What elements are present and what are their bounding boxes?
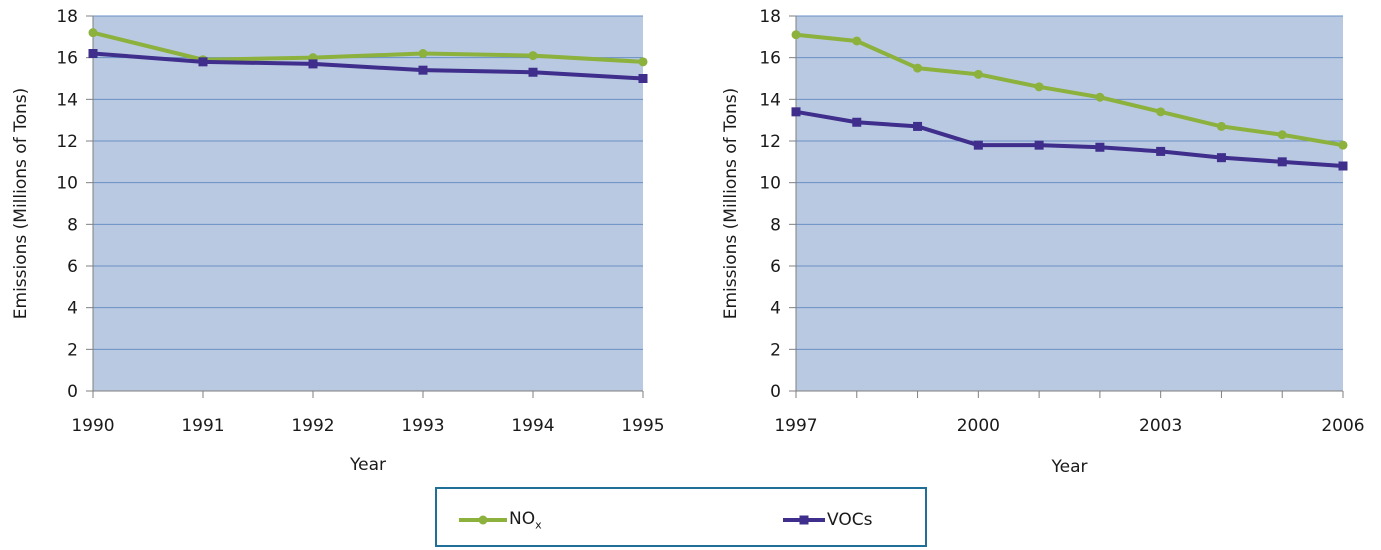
y-tick-label: 6 (770, 257, 781, 277)
data-point-nox (1095, 92, 1105, 102)
data-point-vocs (418, 65, 428, 75)
data-point-nox (1156, 107, 1166, 117)
data-point-vocs (1277, 157, 1287, 167)
x-tick-label: 1995 (621, 416, 664, 436)
series-line-vocs (795, 109, 1344, 168)
y-tick-label: 16 (759, 49, 781, 69)
data-point-vocs (1338, 161, 1348, 171)
legend-item-nox: NOx (459, 508, 542, 532)
x-tick-label: 1994 (511, 416, 554, 436)
data-point-vocs (1095, 142, 1105, 152)
x-tick-label: 2000 (957, 416, 1000, 436)
data-point-vocs (791, 107, 801, 117)
data-point-nox (638, 57, 648, 67)
data-point-nox (528, 51, 538, 61)
y-tick-label: 0 (770, 382, 781, 402)
data-point-nox (88, 28, 98, 38)
data-point-vocs (88, 49, 98, 58)
series-line-nox (92, 30, 644, 64)
legend: NOx VOCs (435, 487, 927, 547)
data-point-vocs (852, 117, 862, 127)
data-point-nox (791, 30, 801, 40)
y-tick-label: 8 (770, 215, 781, 235)
y-tick-label: 10 (759, 174, 781, 194)
data-point-nox (1277, 130, 1287, 140)
legend-nox-marker (478, 515, 488, 525)
legend-vocs-swatch (783, 515, 825, 525)
y-tick-label: 16 (56, 49, 78, 69)
data-point-vocs (528, 67, 538, 77)
y-tick-label: 12 (56, 132, 78, 152)
chart-1997-2006: 0 2 4 6 8 10 12 14 16 18 1997 2000 2003 2006 Year Emiss… (721, 7, 1365, 477)
data-point-vocs (1034, 140, 1044, 150)
plot-area (796, 16, 1343, 391)
x-axis-title: Year (349, 455, 386, 475)
x-tick-label: 2003 (1139, 416, 1182, 436)
x-tick-label: 1993 (401, 416, 444, 436)
y-tick-label: 6 (67, 257, 78, 277)
legend-nox-swatch (459, 515, 507, 525)
y-tick-label: 2 (67, 340, 78, 360)
series-line-vocs (92, 51, 644, 81)
y-tick-label: 2 (770, 340, 781, 360)
data-point-vocs (1216, 153, 1226, 163)
data-point-nox (1216, 121, 1226, 131)
y-tick-label: 18 (759, 7, 781, 27)
y-tick-label: 4 (67, 299, 78, 319)
data-point-vocs (913, 121, 923, 131)
y-tick-label: 8 (67, 215, 78, 235)
data-point-nox (418, 49, 428, 58)
legend-item-vocs: VOCs (783, 508, 872, 532)
data-point-vocs (973, 140, 983, 150)
x-tick-label: 1992 (291, 416, 334, 436)
x-tick-label: 1990 (71, 416, 114, 436)
chart-1990-1995: 0 2 4 6 8 10 12 14 16 18 1990 1991 1992 1993 1994 1995 Y… (11, 7, 665, 475)
y-tick-label: 0 (67, 382, 78, 402)
y-tick-label: 18 (56, 7, 78, 27)
plot-area (93, 16, 643, 391)
data-point-vocs (1156, 146, 1166, 156)
x-tick-label: 1997 (774, 416, 817, 436)
legend-vocs-marker (799, 515, 809, 525)
y-axis-title: Emissions (Millions of Tons) (11, 88, 31, 319)
series-line-nox (795, 32, 1344, 148)
data-point-vocs (308, 59, 318, 69)
x-axis-title: Year (1051, 457, 1088, 477)
data-point-nox (973, 69, 983, 79)
y-tick-label: 4 (770, 299, 781, 319)
legend-vocs-label: VOCs (827, 510, 873, 530)
y-tick-label: 14 (56, 90, 78, 110)
x-tick-label: 1991 (181, 416, 224, 436)
data-point-vocs (638, 74, 648, 83)
data-point-vocs (198, 57, 208, 67)
y-axis-title: Emissions (Millions of Tons) (721, 88, 741, 319)
data-point-nox (852, 36, 862, 46)
charts-canvas: 0 2 4 6 8 10 12 14 16 18 1990 1991 1992 1993 1994 1995 Y… (11, 7, 1365, 477)
legend-nox-label: NOx (509, 508, 542, 532)
x-tick-label: 2006 (1321, 416, 1364, 436)
y-tick-label: 12 (759, 132, 781, 152)
data-point-nox (1034, 82, 1044, 92)
data-point-nox (1338, 140, 1348, 150)
y-tick-label: 14 (759, 90, 781, 110)
y-tick-label: 10 (56, 174, 78, 194)
data-point-nox (913, 63, 923, 73)
